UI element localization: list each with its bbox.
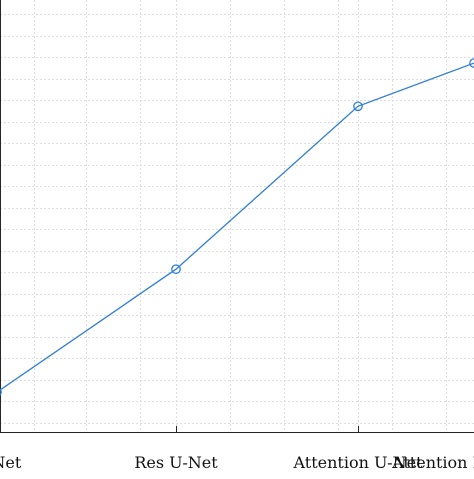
- data-point-marker: [353, 101, 363, 112]
- x-tick-label: Attention Res U-Net: [391, 453, 474, 472]
- x-tick-label: U-Net: [0, 453, 22, 472]
- plot-frame: [0, 0, 474, 433]
- series-layer: [0, 58, 474, 396]
- series-line: [0, 62, 474, 391]
- data-point-marker: [171, 264, 181, 275]
- x-tick-label: Res U-Net: [134, 453, 218, 472]
- x-axis-ticks: [176, 426, 359, 432]
- grid-layer: [0, 0, 474, 432]
- data-point-marker: [0, 388, 2, 396]
- x-tick-label: Attention U-Net: [293, 453, 424, 472]
